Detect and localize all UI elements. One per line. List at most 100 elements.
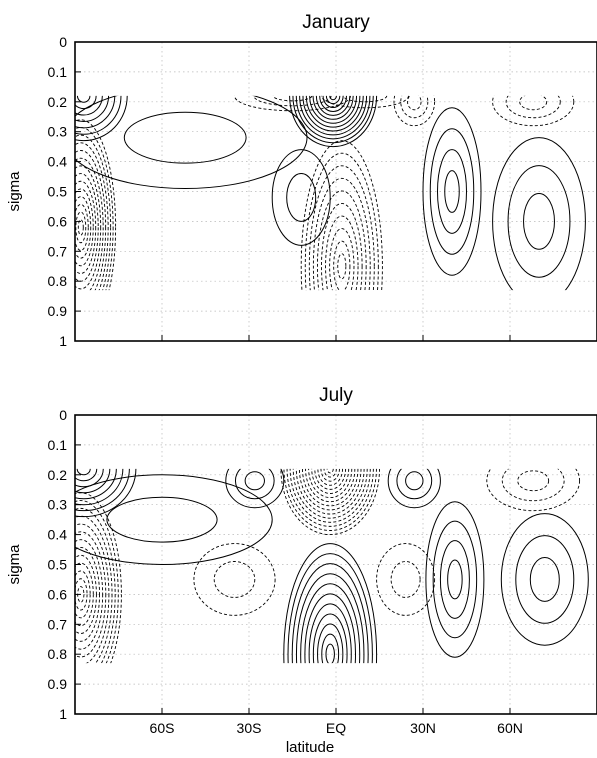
positive-contour-line: [76, 468, 91, 476]
positive-contour-line: [325, 95, 341, 105]
negative-contour-line: [321, 95, 409, 109]
negative-contour-line: [75, 515, 113, 664]
negative-contour-line: [305, 468, 356, 503]
x-tick-label: EQ: [326, 720, 346, 736]
y-tick-label: 0.7: [48, 616, 68, 632]
positive-contour-line: [75, 468, 111, 494]
negative-contour-line: [213, 561, 256, 598]
contour-lines: [75, 468, 589, 664]
negative-contour-line: [337, 253, 347, 280]
negative-contour-line: [400, 95, 429, 119]
positive-contour-line: [283, 543, 378, 664]
positive-contour-line: [287, 553, 373, 664]
positive-contour-line: [312, 95, 354, 120]
positive-contour-line: [321, 633, 340, 664]
negative-contour-line: [75, 492, 122, 664]
negative-contour-line: [304, 152, 379, 291]
negative-contour-line: [308, 165, 375, 291]
x-tick-label: 30N: [410, 720, 436, 736]
negative-contour-line: [312, 177, 371, 291]
positive-contour-line: [529, 557, 560, 602]
positive-contour-line: [315, 95, 351, 116]
negative-contour-line: [75, 127, 114, 291]
negative-contour-line: [407, 95, 422, 111]
positive-contour-line: [123, 111, 247, 164]
negative-contour-line: [75, 539, 104, 650]
positive-contour-line: [432, 520, 478, 639]
x-tick-label: 60S: [150, 720, 175, 736]
negative-contour-line: [193, 543, 276, 616]
negative-contour-line: [75, 119, 117, 291]
negative-contour-line: [289, 468, 371, 523]
y-tick-label: 0.4: [48, 154, 68, 170]
positive-contour-line: [447, 559, 463, 600]
y-tick-label: 0: [59, 407, 67, 423]
y-tick-label: 0.2: [48, 94, 68, 110]
negative-contour-line: [75, 570, 91, 619]
x-tick-label: 60N: [497, 720, 523, 736]
positive-contour-line: [299, 95, 368, 136]
negative-contour-line: [376, 543, 436, 616]
negative-contour-line: [75, 180, 97, 274]
positive-contour-line: [76, 95, 91, 103]
positive-contour-line: [75, 474, 273, 565]
y-tick-label: 0.8: [48, 646, 68, 662]
positive-contour-line: [225, 468, 285, 509]
negative-contour-line: [75, 523, 110, 664]
positive-contour-line: [387, 468, 441, 509]
positive-contour-line: [429, 128, 475, 255]
negative-contour-line: [314, 468, 347, 490]
positive-contour-line: [75, 468, 117, 500]
positive-contour-line: [75, 468, 130, 512]
y-tick-label: 0.1: [48, 64, 68, 80]
y-tick-label: 0.8: [48, 273, 68, 289]
contour-lines: [75, 95, 586, 291]
negative-contour-line: [302, 468, 359, 507]
negative-contour-line: [316, 190, 367, 291]
negative-contour-line: [320, 468, 340, 482]
positive-contour-line: [75, 95, 122, 135]
negative-contour-line: [311, 468, 350, 494]
negative-contour-line: [519, 95, 548, 111]
positive-contour-line: [291, 563, 369, 664]
positive-contour-line: [302, 95, 364, 132]
negative-contour-line: [272, 95, 313, 102]
positive-contour-line: [317, 623, 344, 664]
positive-contour-line: [75, 95, 308, 189]
negative-contour-line: [393, 95, 436, 127]
negative-contour-line: [342, 95, 388, 103]
x-tick-label: 30S: [237, 720, 262, 736]
negative-contour-line: [75, 165, 102, 290]
positive-contour-line: [437, 149, 467, 234]
y-tick-label: 0.2: [48, 467, 68, 483]
negative-contour-line: [75, 211, 87, 244]
positive-contour-line: [234, 468, 275, 500]
positive-contour-line: [422, 107, 482, 276]
positive-contour-line: [75, 95, 103, 116]
y-tick-label: 0.9: [48, 303, 68, 319]
negative-contour-line: [77, 219, 84, 236]
y-tick-label: 0.5: [48, 557, 68, 573]
negative-contour-line: [75, 188, 94, 267]
positive-contour-line: [300, 583, 361, 664]
x-axis-label: latitude: [286, 739, 334, 756]
positive-contour-line: [405, 471, 424, 491]
positive-contour-line: [244, 471, 265, 491]
positive-contour-line: [515, 535, 575, 624]
negative-contour-line: [292, 468, 368, 519]
positive-contour-line: [75, 468, 104, 488]
y-axis-label: sigma: [6, 544, 23, 585]
positive-contour-line: [309, 95, 358, 124]
y-tick-label: 1: [59, 333, 67, 349]
negative-contour-line: [75, 531, 107, 658]
positive-contour-line: [500, 513, 589, 646]
positive-contour-line: [322, 95, 344, 109]
negative-contour-line: [295, 468, 365, 515]
negative-contour-line: [486, 468, 581, 512]
negative-contour-line: [326, 468, 334, 474]
negative-contour-line: [286, 468, 374, 527]
negative-contour-line: [75, 150, 107, 291]
negative-contour-line: [329, 228, 355, 291]
negative-contour-line: [75, 547, 100, 642]
